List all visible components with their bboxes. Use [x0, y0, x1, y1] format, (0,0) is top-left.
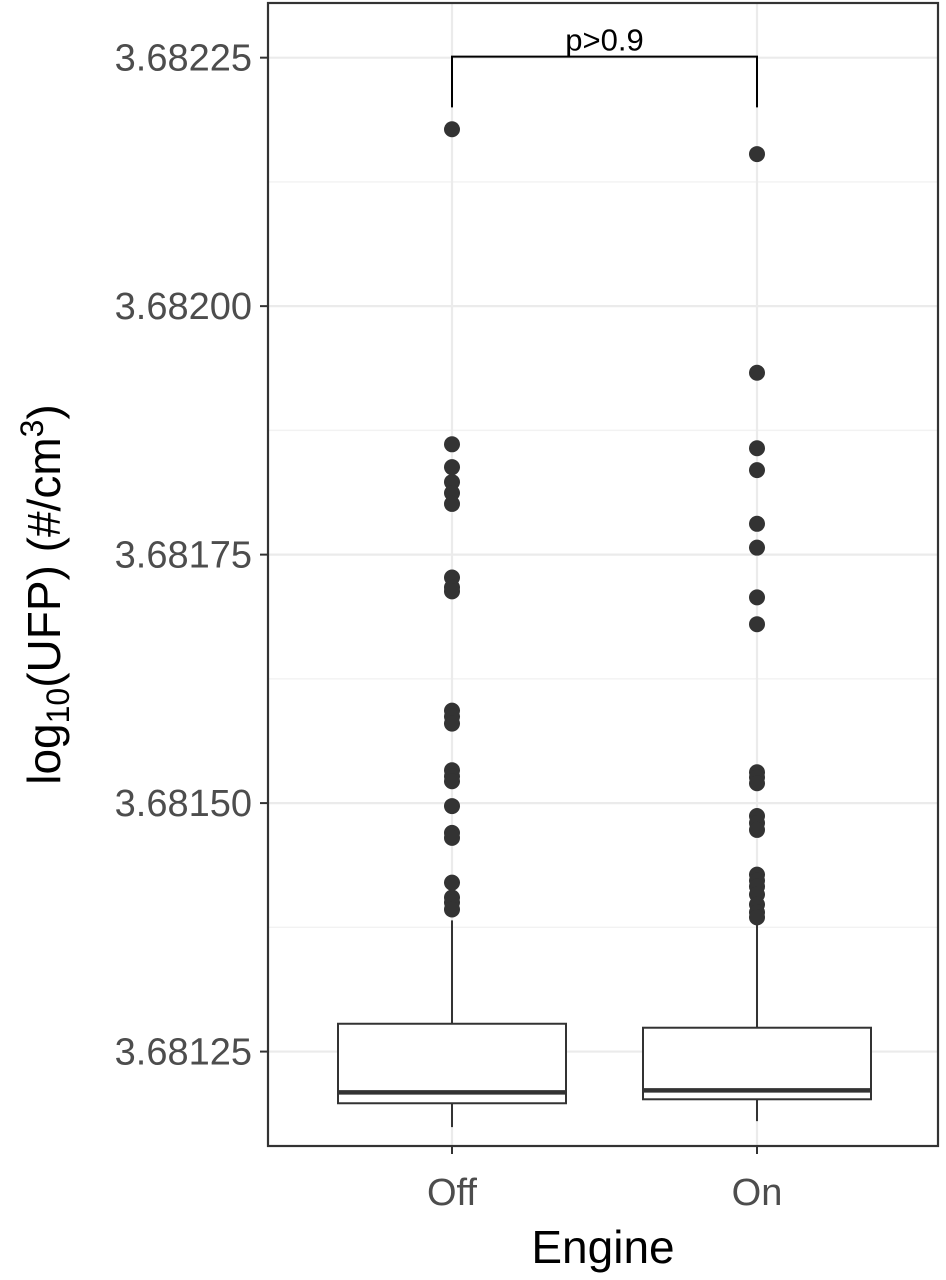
- outlier-point: [444, 459, 460, 476]
- y-tick-label: 3.68175: [115, 535, 252, 577]
- outlier-point: [444, 121, 460, 138]
- outlier-point: [444, 583, 460, 600]
- y-tick-label: 3.68150: [115, 783, 252, 825]
- y-axis-title-log: log: [18, 723, 70, 784]
- box: [337, 1022, 567, 1105]
- significance-label: p>0.9: [565, 23, 643, 58]
- y-tick-label: 3.68225: [115, 38, 252, 80]
- significance-bracket: [451, 55, 758, 108]
- y-axis-title-main: (UFP) (#/cm: [18, 437, 70, 687]
- y-tick-label: 3.68125: [115, 1032, 252, 1074]
- x-tick-label: Off: [427, 1172, 477, 1214]
- outlier-point: [749, 616, 765, 633]
- outlier-point: [749, 364, 765, 381]
- outlier-point: [444, 829, 460, 846]
- y-axis: 3.68125 3.68150 3.68175 3.68200 3.68225: [115, 38, 268, 1074]
- outlier-point: [444, 484, 460, 501]
- panel-border: [266, 1, 940, 1148]
- outlier-point: [444, 798, 460, 815]
- outlier-point: [749, 515, 765, 532]
- x-tick-label: On: [732, 1172, 783, 1214]
- y-axis-title: log10(UFP) (#/cm3): [14, 404, 76, 785]
- panel-background: [268, 3, 938, 1146]
- boxplot-off: [337, 121, 567, 1128]
- boxplot-on: [642, 146, 872, 1122]
- outlier-point: [749, 462, 765, 479]
- outlier-point: [749, 539, 765, 556]
- outlier-point: [749, 146, 765, 163]
- outlier-point: [444, 474, 460, 491]
- outlier-point: [749, 589, 765, 606]
- outlier-point: [749, 440, 765, 457]
- outlier-point: [444, 715, 460, 732]
- x-axis-title: Engine: [531, 1221, 674, 1273]
- y-axis-title-close: ): [18, 404, 70, 419]
- outlier-point: [749, 821, 765, 838]
- box: [642, 1026, 872, 1101]
- outlier-point: [444, 436, 460, 453]
- outlier-point: [749, 775, 765, 792]
- significance-annotation: p>0.9: [451, 23, 758, 108]
- outlier-point: [749, 909, 765, 926]
- outlier-point: [444, 874, 460, 891]
- outlier-point: [444, 773, 460, 790]
- y-axis-title-exponent: 3: [14, 420, 50, 438]
- grid: [268, 3, 938, 1146]
- boxplots: [337, 121, 872, 1128]
- outlier-point: [444, 495, 460, 512]
- outlier-point: [444, 901, 460, 918]
- x-axis: Off On: [427, 1146, 782, 1214]
- y-tick-label: 3.68200: [115, 286, 252, 328]
- y-axis-title-base: 10: [40, 688, 76, 724]
